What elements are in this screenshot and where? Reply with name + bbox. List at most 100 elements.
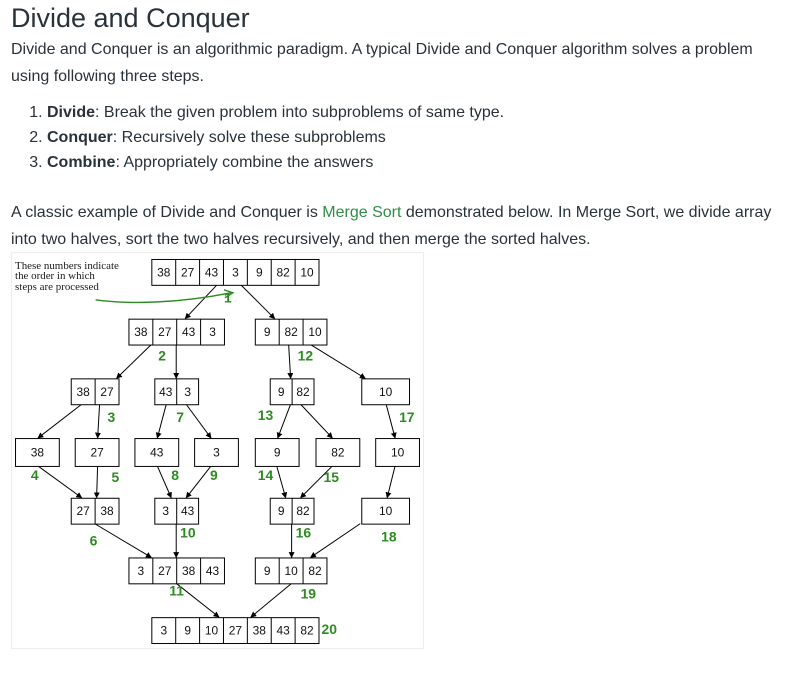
array-cell-value: 82 (331, 445, 345, 459)
flow-arrow (93, 465, 100, 499)
note-pointer-arrow (95, 292, 232, 304)
array-cell-value: 27 (158, 325, 172, 339)
array-box-border (315, 438, 361, 467)
array-box-border (74, 438, 120, 467)
array-cell-value: 3 (232, 265, 239, 279)
array-cell-value: 3 (160, 624, 167, 638)
page-title: Divide and Conquer (11, 3, 250, 33)
array-cell-value: 3 (213, 445, 220, 459)
array-cell-value: 9 (278, 504, 285, 518)
note-line: the order in which (15, 270, 95, 282)
array-cell-value: 9 (184, 624, 191, 638)
array-cell-value: 9 (256, 265, 263, 279)
array-cell-value: 82 (300, 624, 314, 638)
array-box: 10 (361, 497, 411, 525)
array-box-border (254, 318, 328, 346)
flow-arrow (37, 465, 83, 499)
step-text: : Recursively solve these subproblems (112, 129, 386, 146)
array-cell-value: 43 (182, 325, 196, 339)
array-box-border (254, 557, 328, 585)
flow-arrow (37, 403, 82, 439)
array-cell-value: 10 (379, 504, 393, 518)
array-cell-value: 27 (100, 385, 114, 399)
step-order-label: 14 (258, 467, 274, 483)
array-cell-value: 3 (138, 564, 145, 578)
flow-arrow (116, 344, 152, 379)
flow-arrow (184, 284, 218, 320)
array-box: 38 (15, 438, 60, 467)
step-term: Conquer (47, 129, 113, 146)
array-cell-value: 38 (182, 564, 196, 578)
flow-arrow (185, 403, 212, 439)
array-box: 9 (254, 438, 300, 467)
flow-arrow (185, 465, 212, 499)
step-order-label: 17 (399, 409, 415, 425)
flow-arrow (300, 465, 333, 499)
note-line: These numbers indicate (15, 260, 119, 272)
array-cell-value: 38 (31, 445, 45, 459)
array-cell-value: 9 (274, 445, 281, 459)
array-cell-value: 27 (229, 624, 243, 638)
array-cell-value: 9 (264, 325, 271, 339)
step-order-label: 5 (112, 469, 120, 485)
array-cell-value: 27 (158, 564, 172, 578)
flow-arrow (300, 403, 333, 439)
step-order-label: 18 (381, 529, 397, 545)
step-order-label: 7 (176, 409, 184, 425)
flow-arrow (250, 582, 292, 618)
step-order-label: 3 (108, 409, 116, 425)
array-box: 27 38 (70, 497, 120, 525)
array-box: 38 27 43 3 (128, 318, 225, 346)
step-order-label: 2 (158, 347, 166, 363)
flow-arrow (310, 523, 361, 558)
array-box: 9 10 82 (254, 557, 328, 585)
flow-arrow (276, 404, 292, 439)
array-cell-value: 3 (209, 325, 216, 339)
array-cell-value: 38 (77, 385, 91, 399)
array-box: 43 3 (154, 378, 200, 406)
array-cell-value: 10 (379, 385, 393, 399)
flow-arrow (385, 404, 397, 439)
step-item-conquer: Conquer: Recursively solve these subprob… (47, 125, 504, 150)
step-order-label: 1 (224, 290, 232, 306)
array-box: 43 (134, 438, 180, 467)
intro-paragraph: Divide and Conquer is an algorithmic par… (11, 41, 753, 85)
array-box: 10 (361, 378, 411, 406)
array-box: 9 82 (269, 378, 315, 406)
array-box-border (134, 438, 180, 467)
step-order-label: 8 (171, 467, 179, 483)
array-cell-value: 43 (181, 504, 195, 518)
step-order-label: 6 (90, 533, 98, 549)
array-cell-value: 10 (284, 564, 298, 578)
example-paragraph: A classic example of Divide and Conquer … (11, 199, 791, 253)
array-box-border (361, 378, 411, 406)
array-cell-value: 27 (181, 265, 195, 279)
flow-arrow (156, 465, 172, 499)
array-cell-value: 43 (150, 445, 164, 459)
array-cell-value: 82 (296, 385, 310, 399)
merge-sort-link[interactable]: Merge Sort (322, 204, 402, 221)
step-term: Divide (47, 104, 96, 121)
example-text-after: demonstrated below. In Merge Sort, we di… (11, 204, 772, 248)
array-cell-value: 38 (157, 265, 171, 279)
array-cell-value: 43 (277, 624, 291, 638)
array-box: 10 (375, 438, 420, 467)
step-order-label: 13 (258, 407, 274, 423)
steps-list: Divide: Break the given problem into sub… (0, 100, 504, 175)
array-box: 82 (315, 438, 361, 467)
array-box: 27 (74, 438, 120, 467)
flow-arrow (94, 404, 101, 439)
array-cell-value: 82 (277, 265, 291, 279)
array-cell-value: 10 (300, 265, 314, 279)
array-cell-value: 82 (296, 504, 310, 518)
array-box: 3 9 10 27 38 43 82 (151, 617, 320, 645)
array-cell-value: 38 (100, 504, 114, 518)
array-box-border (194, 438, 239, 467)
step-order-label: 16 (296, 525, 312, 541)
step-item-combine: Combine: Appropriately combine the answe… (47, 150, 504, 175)
array-box: 3 43 (154, 497, 200, 525)
array-cell-value: 9 (278, 385, 285, 399)
step-order-label: 20 (321, 621, 337, 637)
array-cell-value: 3 (162, 504, 169, 518)
